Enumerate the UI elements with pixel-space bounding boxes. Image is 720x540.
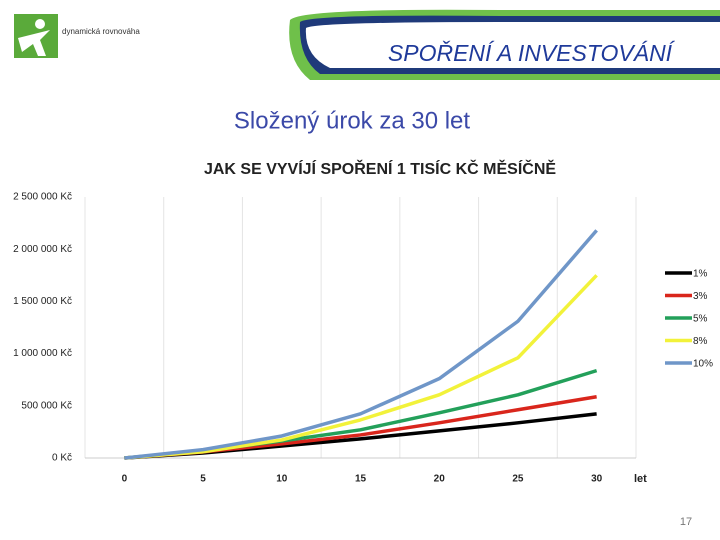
- x-tick-label: 30: [591, 474, 603, 485]
- x-tick-label: 15: [355, 474, 367, 485]
- x-tick-label: 0: [122, 474, 128, 485]
- y-tick-label: 1 000 000 Kč: [13, 348, 72, 359]
- y-tick-label: 0 Kč: [52, 453, 72, 464]
- logo-figure: [18, 30, 50, 56]
- series-line: [124, 229, 598, 460]
- legend-label: 5%: [693, 314, 708, 325]
- legend-label: 10%: [693, 359, 713, 370]
- y-tick-label: 500 000 Kč: [21, 400, 72, 411]
- logo-text: dynamická rovnováha: [62, 27, 140, 36]
- legend-label: 3%: [693, 291, 708, 302]
- series-line: [124, 274, 598, 460]
- subtitle: Složený úrok za 30 let: [234, 107, 470, 134]
- x-tick-label: 10: [276, 474, 288, 485]
- x-axis-label: let: [634, 473, 647, 485]
- header: SPOŘENÍ A INVESTOVÁNÍ: [388, 40, 676, 66]
- chart-title: JAK SE VYVÍJÍ SPOŘENÍ 1 TISÍC KČ MĚSÍČNĚ: [204, 159, 556, 178]
- y-tick-label: 1 500 000 Kč: [13, 296, 72, 307]
- legend-label: 8%: [693, 336, 708, 347]
- legend-label: 1%: [693, 269, 708, 280]
- logo-head: [35, 19, 45, 29]
- y-tick-label: 2 000 000 Kč: [13, 244, 72, 255]
- x-tick-label: 20: [434, 474, 446, 485]
- banner-inner: [305, 22, 720, 68]
- x-tick-label: 25: [512, 474, 524, 485]
- x-tick-label: 5: [200, 474, 206, 485]
- y-tick-label: 2 500 000 Kč: [13, 192, 72, 203]
- page-number: 17: [680, 516, 692, 528]
